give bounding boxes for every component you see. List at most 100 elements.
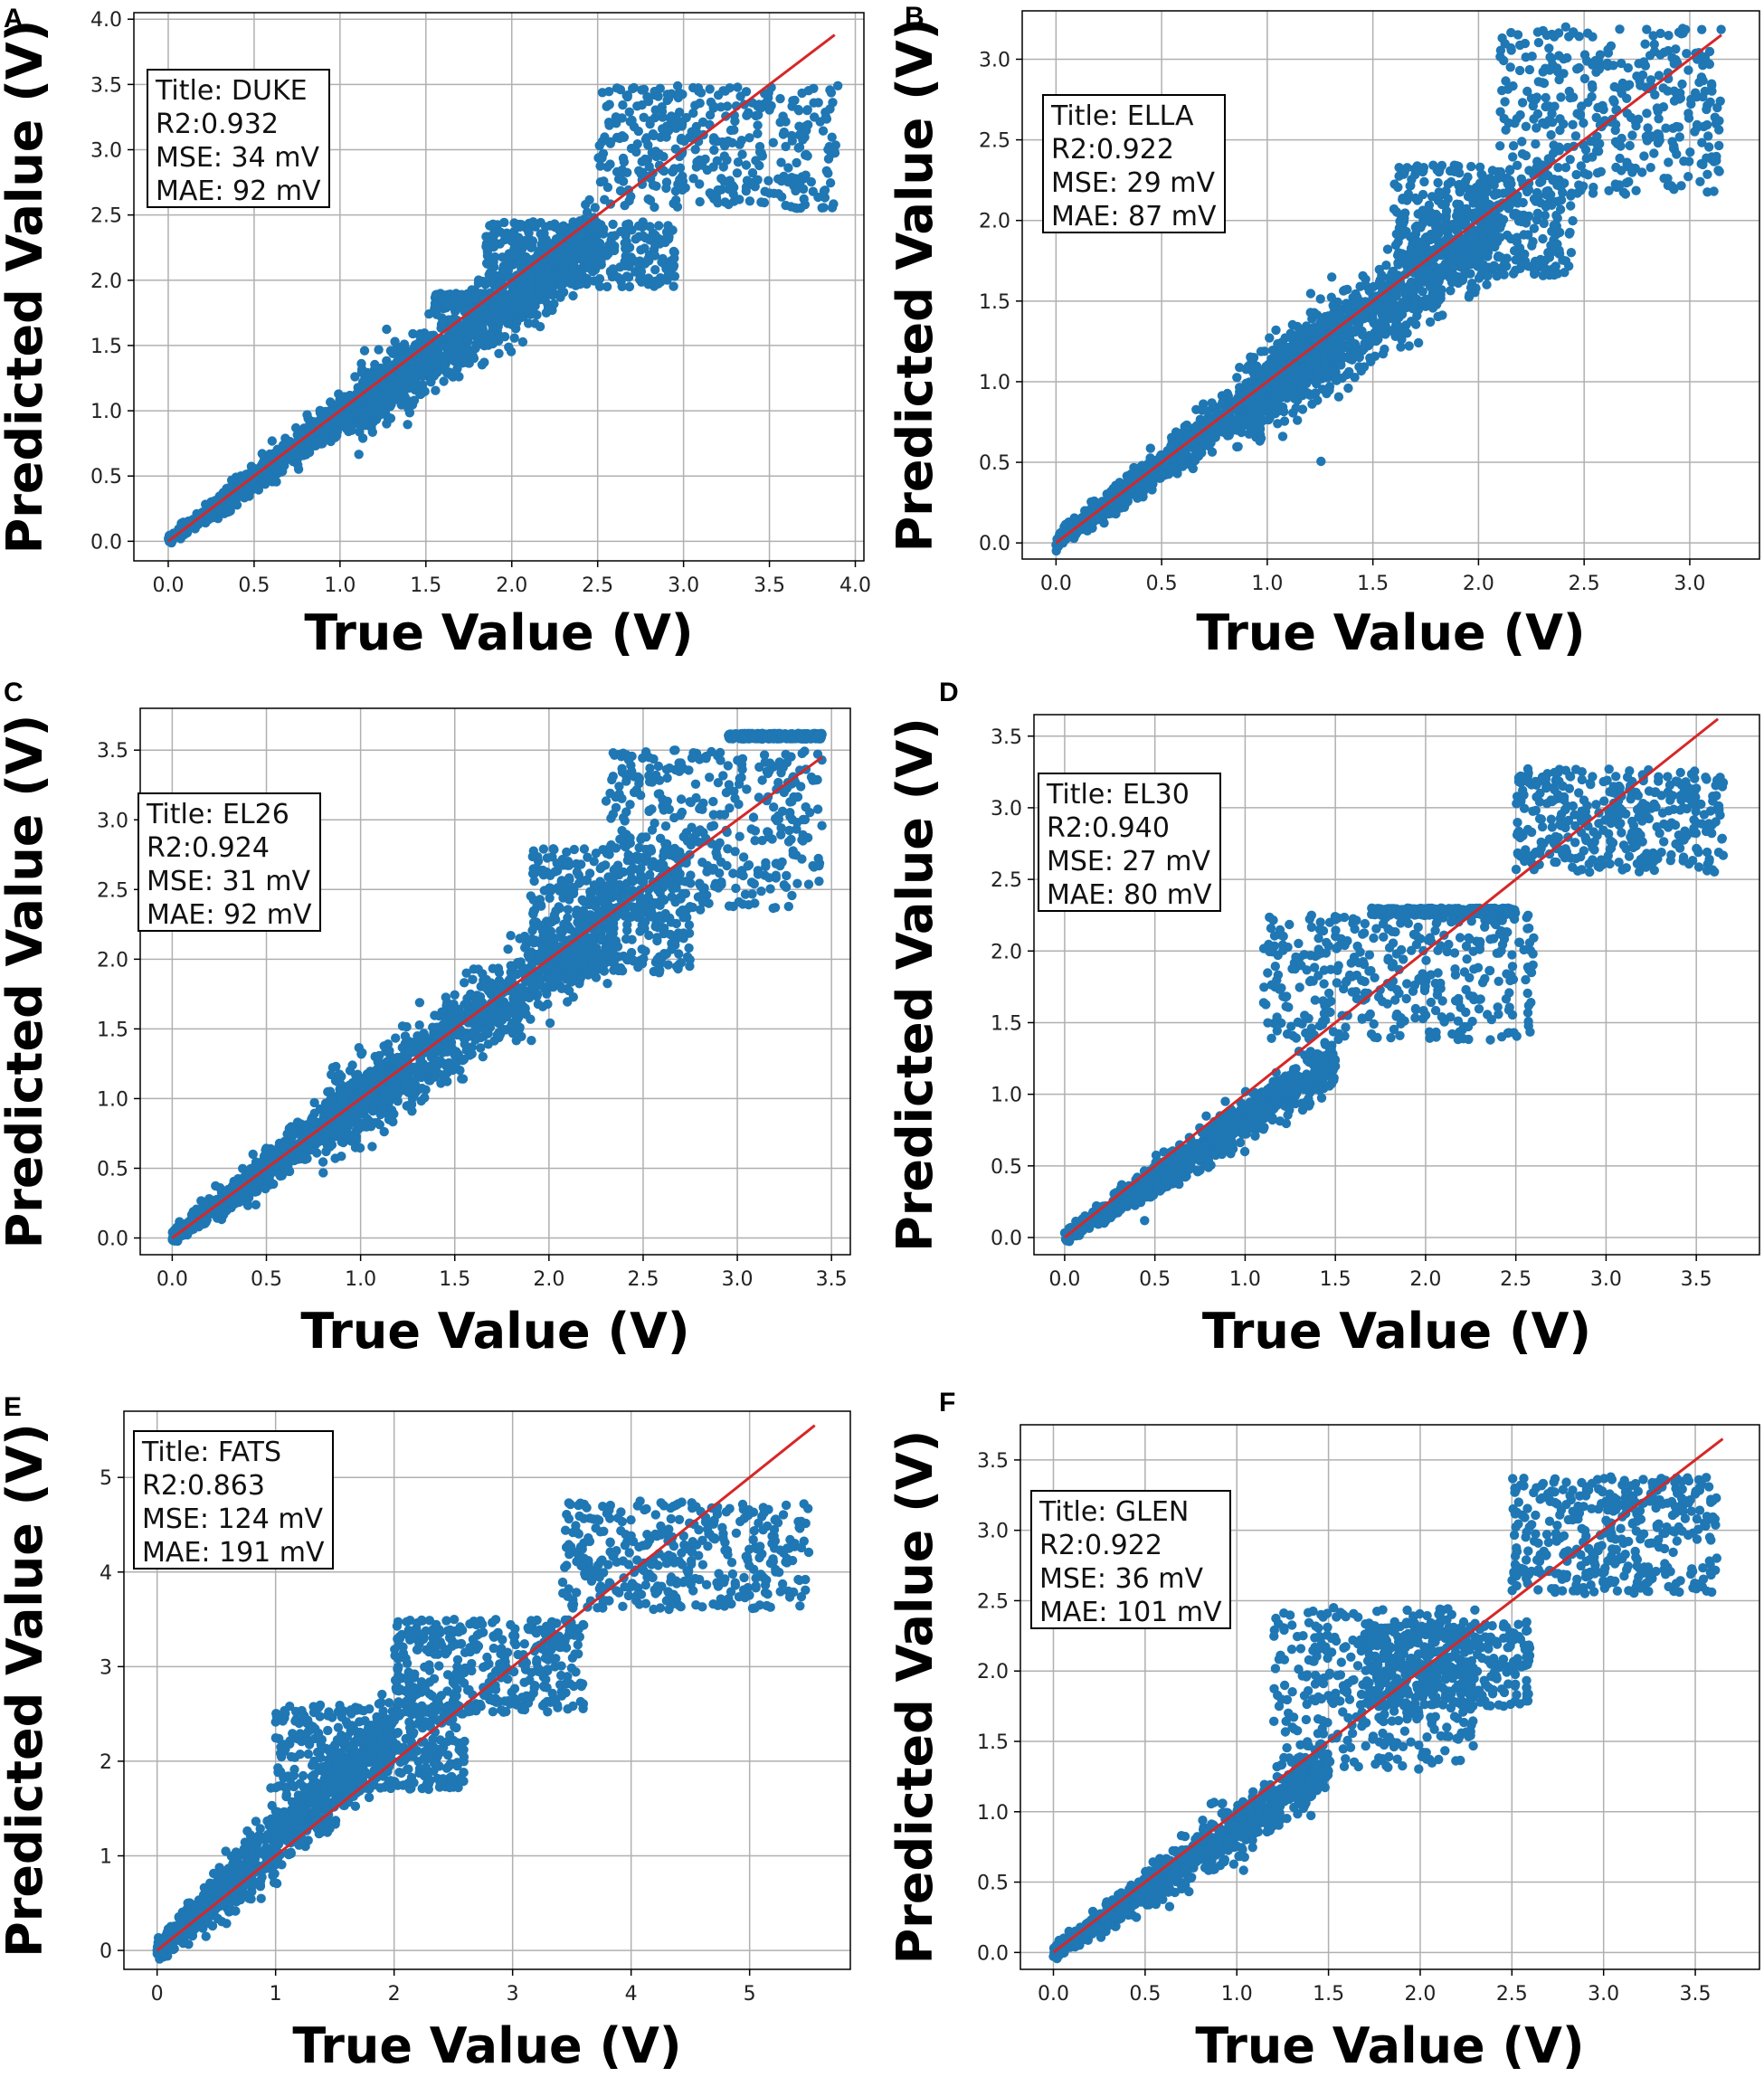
data-point — [813, 192, 823, 203]
data-point — [1133, 493, 1143, 503]
data-point — [1176, 450, 1186, 461]
data-point — [754, 160, 764, 171]
data-point — [225, 497, 235, 507]
chart-panel-b: 0.0 0.5 1.0 1.5 2.0 2.5 3.00.00.51.01.52.02.53… — [887, 2, 1760, 661]
data-point — [793, 143, 803, 153]
data-point — [359, 346, 370, 356]
data-point — [733, 157, 744, 167]
x-tick-label: 0.0 — [152, 574, 184, 597]
data-point — [545, 269, 556, 279]
data-point — [314, 435, 324, 445]
data-point — [713, 185, 723, 195]
data-point — [705, 110, 716, 120]
data-point — [1377, 270, 1387, 280]
data-point — [330, 432, 340, 442]
data-point — [650, 265, 660, 275]
data-point — [692, 128, 702, 138]
data-point — [1315, 294, 1325, 304]
data-point — [536, 280, 547, 290]
data-point — [354, 450, 364, 460]
data-point — [1425, 317, 1436, 327]
data-point — [595, 161, 605, 171]
data-point — [1396, 342, 1406, 352]
data-point — [1329, 345, 1339, 356]
data-point — [467, 328, 477, 339]
data-point — [499, 217, 509, 228]
data-point — [615, 185, 626, 196]
data-point — [1358, 270, 1368, 281]
data-point — [318, 412, 328, 422]
data-point — [604, 120, 614, 130]
data-point — [452, 336, 462, 346]
data-point — [679, 136, 689, 147]
x-tick-label: 2.0 — [496, 574, 527, 597]
data-point — [1482, 280, 1492, 289]
data-point — [1069, 515, 1080, 526]
x-tick-label: 1.0 — [324, 574, 356, 597]
data-point — [1273, 419, 1283, 429]
data-point — [499, 332, 510, 342]
data-point — [666, 111, 677, 121]
data-point — [416, 388, 426, 399]
data-point — [1405, 181, 1415, 191]
data-point — [478, 321, 488, 331]
data-point — [1252, 402, 1263, 412]
data-point — [391, 388, 402, 398]
data-point — [826, 88, 837, 98]
data-point — [608, 264, 618, 274]
data-point — [688, 108, 698, 119]
data-point — [1532, 208, 1543, 218]
data-point — [709, 145, 719, 156]
data-point — [1492, 271, 1503, 281]
data-point — [288, 451, 298, 461]
data-point — [763, 88, 773, 98]
data-point — [1286, 346, 1296, 356]
data-point — [479, 357, 489, 367]
data-point — [1261, 362, 1271, 372]
data-point — [1452, 199, 1462, 209]
data-point — [346, 425, 356, 435]
data-point — [568, 263, 578, 273]
data-point — [574, 271, 583, 281]
data-point — [1406, 278, 1417, 288]
data-point — [611, 112, 621, 122]
data-point — [776, 157, 786, 167]
data-point — [1529, 223, 1540, 233]
data-point — [661, 132, 671, 142]
data-point — [645, 222, 655, 232]
data-point — [730, 116, 740, 127]
data-point — [624, 281, 635, 292]
data-point — [1293, 395, 1303, 405]
data-point — [512, 240, 522, 250]
data-point — [744, 196, 755, 206]
data-point — [382, 324, 392, 335]
data-point — [1564, 229, 1575, 239]
metric-title: Title: DUKE — [155, 75, 308, 107]
data-point — [462, 357, 473, 368]
data-point — [1163, 462, 1174, 473]
data-point — [1271, 386, 1281, 396]
data-point — [388, 346, 398, 356]
data-point — [643, 96, 654, 107]
data-point — [545, 221, 555, 231]
data-point — [741, 160, 752, 170]
y-tick-label: 3.0 — [90, 140, 122, 163]
data-point — [629, 256, 640, 266]
data-point — [781, 141, 791, 152]
data-point — [469, 316, 479, 326]
data-point — [745, 177, 756, 188]
data-point — [631, 147, 641, 157]
data-point — [1311, 388, 1321, 398]
data-point — [790, 203, 801, 213]
data-point — [695, 196, 705, 207]
data-point — [514, 232, 524, 242]
data-point — [645, 116, 656, 126]
data-point — [1333, 392, 1344, 402]
data-point — [695, 98, 705, 109]
data-point — [1504, 166, 1515, 175]
data-point — [517, 337, 528, 347]
data-point — [488, 237, 499, 247]
data-point — [1487, 166, 1498, 175]
data-point — [775, 93, 785, 104]
